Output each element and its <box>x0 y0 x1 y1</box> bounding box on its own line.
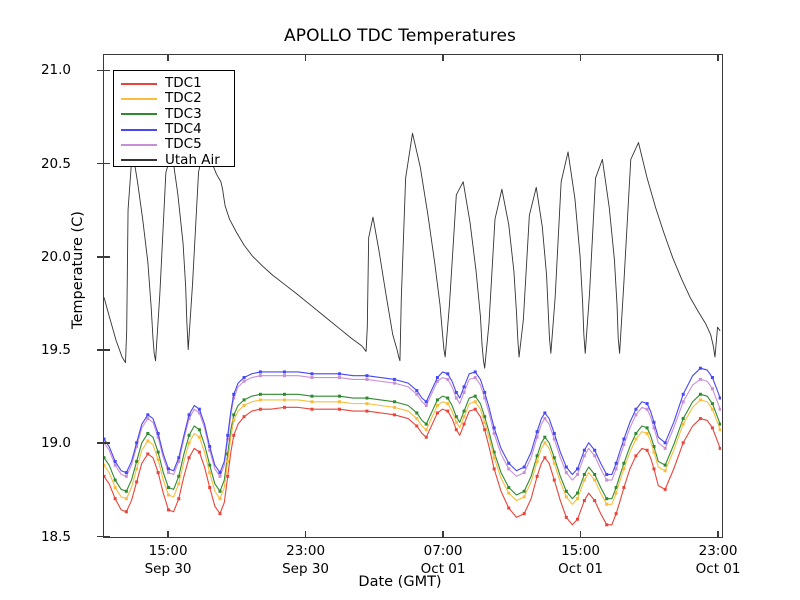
x-axis-label: Date (GMT) <box>358 574 442 590</box>
y-tick-mark <box>97 535 103 538</box>
legend-item-tdc4[interactable]: TDC4 <box>114 122 234 137</box>
y-tick-mark-inner <box>103 69 110 72</box>
x-tick-time: 23:00 <box>286 543 326 559</box>
x-tick-label: 23:00 Oct 01 <box>658 542 778 578</box>
y-tick-mark-inner <box>103 162 110 165</box>
legend-swatch-icon <box>121 143 157 146</box>
y-axis-label: Temperature (C) <box>70 211 86 329</box>
series-line-tdc2 <box>104 399 721 505</box>
x-tick-date: Sep 30 <box>144 561 192 577</box>
y-tick-label: 20.5 <box>40 155 71 172</box>
chart-title: APOLLO TDC Temperatures <box>284 26 516 46</box>
x-tick-time: 15:00 <box>148 543 188 559</box>
series-markers-tdc5 <box>104 374 721 482</box>
y-tick-label: 18.5 <box>40 528 71 545</box>
x-tick-date: Sep 30 <box>282 561 330 577</box>
series-markers-tdc3 <box>104 392 721 501</box>
y-tick-mark <box>97 442 103 445</box>
legend-label: TDC5 <box>165 136 202 153</box>
series-line-utah-air <box>104 132 721 369</box>
legend-label: TDC4 <box>165 121 202 138</box>
x-tick-date: Oct 01 <box>420 561 466 577</box>
legend: TDC1 TDC2 TDC3 TDC4 TDC5 Utah Air <box>113 70 235 167</box>
series-markers-tdc4 <box>104 366 721 476</box>
series-markers-tdc1 <box>104 405 721 527</box>
y-tick-mark <box>97 162 103 165</box>
legend-item-utah-air[interactable]: Utah Air <box>114 152 234 167</box>
series-markers-tdc2 <box>104 398 721 506</box>
legend-item-tdc2[interactable]: TDC2 <box>114 91 234 106</box>
x-tick-mark <box>167 531 169 538</box>
legend-swatch-icon <box>121 82 157 85</box>
y-tick-label: 19.5 <box>40 342 71 359</box>
y-tick-mark-inner <box>103 442 110 445</box>
y-tick-mark-inner <box>103 349 110 351</box>
x-tick-time: 23:00 <box>698 543 738 559</box>
x-tick-mark <box>579 531 582 538</box>
x-tick-date: Oct 01 <box>695 561 741 577</box>
series-line-tdc4 <box>104 367 721 476</box>
x-tick-mark <box>304 531 307 538</box>
legend-label: Utah Air <box>165 151 220 168</box>
x-tick-label: 15:00 Sep 30 <box>108 542 228 578</box>
legend-swatch-icon <box>121 97 157 100</box>
x-tick-label: 15:00 Oct 01 <box>521 542 641 578</box>
y-tick-mark <box>97 69 103 72</box>
x-tick-label: 07:00 Oct 01 <box>383 542 503 578</box>
y-tick-mark-inner <box>103 256 110 258</box>
x-tick-mark-top <box>442 54 444 61</box>
x-tick-mark-top <box>717 54 719 61</box>
series-line-tdc1 <box>104 406 721 526</box>
legend-label: TDC3 <box>165 105 202 122</box>
y-tick-mark-inner <box>103 535 110 538</box>
legend-label: TDC1 <box>165 75 202 92</box>
y-tick-mark <box>97 349 103 351</box>
x-tick-mark <box>717 531 719 538</box>
x-tick-label: 23:00 Sep 30 <box>246 542 366 578</box>
series-line-tdc5 <box>104 375 721 481</box>
legend-label: TDC2 <box>165 90 202 107</box>
legend-item-tdc5[interactable]: TDC5 <box>114 137 234 152</box>
y-tick-label: 20.0 <box>40 248 71 265</box>
x-tick-mark <box>442 531 444 538</box>
y-tick-mark <box>97 256 103 258</box>
x-tick-mark-top <box>579 54 582 61</box>
x-tick-mark-top <box>167 54 169 61</box>
legend-item-tdc1[interactable]: TDC1 <box>114 76 234 91</box>
legend-item-tdc3[interactable]: TDC3 <box>114 107 234 122</box>
x-tick-mark-top <box>304 54 307 61</box>
legend-swatch-icon <box>121 159 157 162</box>
x-tick-time: 15:00 <box>561 543 601 559</box>
y-tick-label: 19.0 <box>40 435 71 452</box>
plot-lines <box>104 132 721 527</box>
legend-swatch-icon <box>121 113 157 116</box>
y-tick-label: 21.0 <box>40 62 71 79</box>
x-tick-time: 07:00 <box>423 543 463 559</box>
legend-swatch-icon <box>121 128 157 131</box>
x-tick-date: Oct 01 <box>558 561 603 577</box>
series-line-tdc3 <box>104 393 721 500</box>
